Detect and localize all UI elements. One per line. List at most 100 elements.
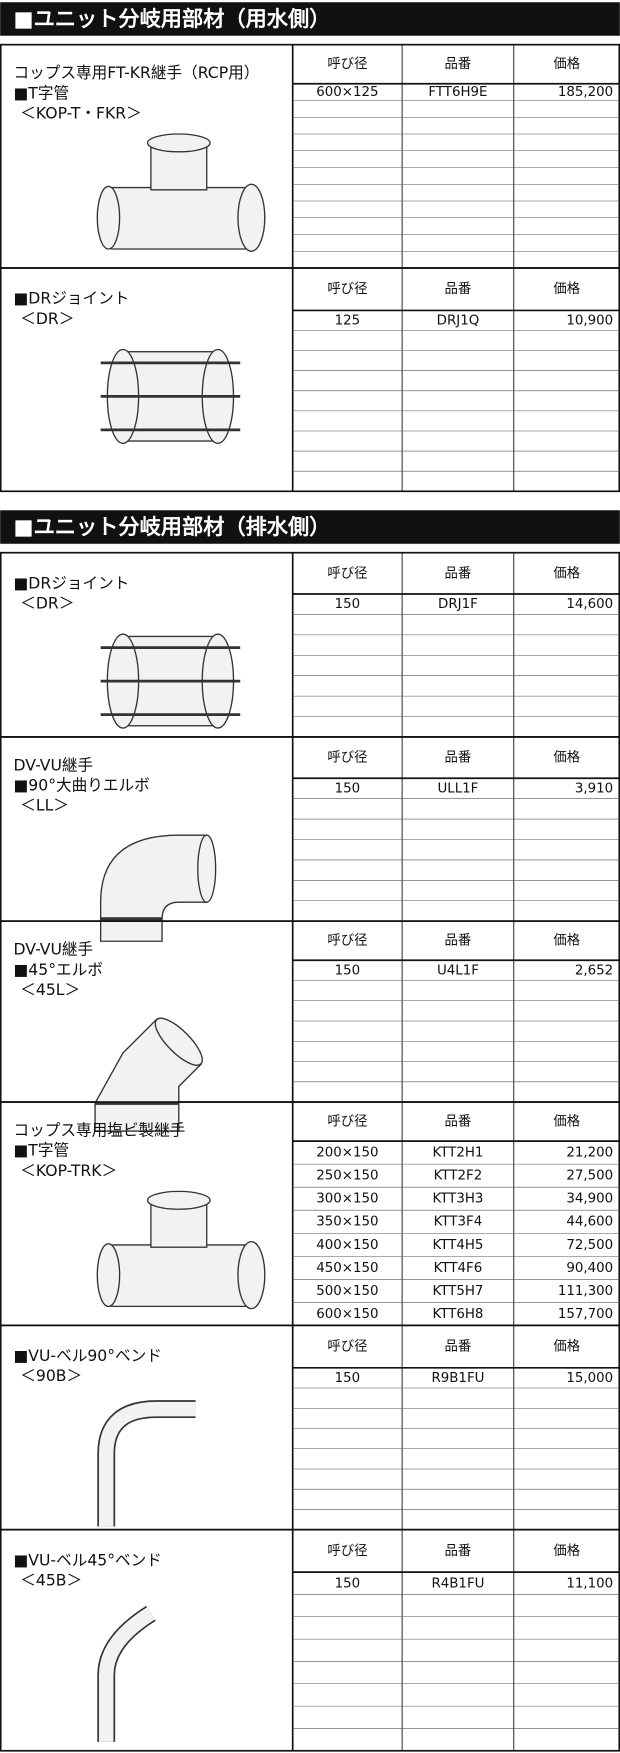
column-header: 呼び径 — [327, 933, 367, 949]
table-cell: 600×125 — [316, 85, 378, 100]
table-cell: 125 — [335, 313, 361, 328]
table-cell: R4B1FU — [431, 1576, 484, 1591]
illustration-shape — [105, 186, 253, 250]
item-label: ■T字管 — [14, 1141, 70, 1160]
table-cell: KTT3H3 — [432, 1192, 483, 1207]
table-cell: 600×150 — [316, 1307, 378, 1322]
table-cell: 150 — [335, 963, 361, 978]
table-cell: 90,400 — [566, 1261, 613, 1276]
table-cell: 44,600 — [566, 1215, 613, 1230]
item-box — [0, 736, 620, 922]
item-label: コップス専用FT-KR継手（RCP用） — [14, 63, 260, 82]
table-cell: KTT2F2 — [434, 1169, 483, 1184]
item-box — [0, 920, 620, 1103]
table-cell: 200×150 — [316, 1146, 378, 1161]
illustration-shape — [96, 185, 121, 250]
illustration-shape — [197, 834, 217, 903]
table-cell: 500×150 — [316, 1284, 378, 1299]
item-label: ＜DR＞ — [20, 594, 74, 613]
column-header: 価格 — [553, 1543, 580, 1559]
column-header: 呼び径 — [327, 1339, 367, 1355]
table-cell: FTT6H9E — [428, 85, 487, 100]
table-cell: KTT4F6 — [434, 1261, 483, 1276]
table-cell: 11,100 — [566, 1576, 613, 1591]
item-label: ＜45L＞ — [20, 980, 80, 999]
table-cell: KTT6H8 — [432, 1307, 483, 1322]
column-header: 価格 — [553, 281, 580, 297]
table-cell: 21,200 — [566, 1146, 613, 1161]
column-header: 価格 — [553, 1114, 580, 1130]
item-label: ＜LL＞ — [20, 796, 69, 815]
product-illustration — [99, 834, 217, 942]
table-cell: DRJ1Q — [437, 313, 480, 328]
column-header: 価格 — [553, 56, 580, 72]
section-title: ■ユニット分岐用部材（排水側） — [14, 514, 331, 540]
table-cell: 15,000 — [566, 1371, 613, 1386]
column-header: 価格 — [553, 1339, 580, 1355]
table-cell: 14,600 — [566, 597, 613, 612]
illustration-shape — [96, 1243, 121, 1308]
table-cell: 185,200 — [558, 85, 613, 100]
item-label: ■VU-ベル90°ベンド — [14, 1346, 162, 1365]
table-cell: 150 — [335, 1371, 361, 1386]
illustration-shape — [99, 834, 208, 942]
table-cell: R9B1FU — [431, 1371, 484, 1386]
column-header: 品番 — [445, 1339, 472, 1355]
product-illustration — [96, 1190, 266, 1310]
illustration-shape — [98, 1401, 196, 1527]
table-cell: 300×150 — [316, 1192, 378, 1207]
item-label: ■90°大曲りエルボ — [14, 776, 150, 795]
item-box — [0, 267, 620, 493]
table-cell: 34,900 — [566, 1192, 613, 1207]
table-cell: DRJ1F — [438, 597, 478, 612]
table-cell: KTT4H5 — [432, 1238, 483, 1253]
column-header: 品番 — [445, 56, 472, 72]
illustration-shape — [237, 1240, 266, 1310]
column-header: 価格 — [553, 750, 580, 766]
table-cell: 350×150 — [316, 1215, 378, 1230]
table-cell: KTT5H7 — [432, 1284, 483, 1299]
item-label: ＜KOP-TRK＞ — [20, 1161, 117, 1180]
table-cell: 250×150 — [316, 1169, 378, 1184]
table-cell: 150 — [335, 1576, 361, 1591]
illustration-shape — [154, 1017, 203, 1066]
item-label: コップス専用塩ビ製継手 — [14, 1121, 186, 1140]
column-header: 品番 — [445, 1114, 472, 1130]
table-cell: 27,500 — [566, 1169, 613, 1184]
product-illustration — [96, 133, 266, 252]
item-box — [0, 1528, 620, 1752]
column-header: 価格 — [553, 933, 580, 949]
table-cell: 157,700 — [558, 1307, 613, 1322]
product-illustration — [97, 1400, 196, 1527]
column-header: 呼び径 — [327, 1114, 367, 1130]
column-header: 呼び径 — [327, 281, 367, 297]
column-header: 呼び径 — [327, 750, 367, 766]
table-cell: 2,652 — [575, 963, 613, 978]
item-label: ■VU-ベル45°ベンド — [14, 1550, 162, 1569]
item-label: ＜KOP-T・FKR＞ — [20, 103, 141, 122]
item-label: ■DRジョイント — [14, 573, 130, 592]
table-cell: 3,910 — [575, 781, 613, 796]
item-label: ＜90B＞ — [20, 1366, 82, 1385]
item-label: ■45°エルボ — [14, 960, 103, 979]
table-cell: 450×150 — [316, 1261, 378, 1276]
table-cell: 10,900 — [566, 313, 613, 328]
table-cell: ULL1F — [437, 781, 478, 796]
column-header: 品番 — [445, 933, 472, 949]
column-header: 呼び径 — [327, 1543, 367, 1559]
column-header: 呼び径 — [327, 56, 367, 72]
product-illustration — [94, 1017, 203, 1132]
column-header: 呼び径 — [327, 565, 367, 581]
table-cell: KTT2H1 — [432, 1146, 483, 1161]
item-label: ＜45B＞ — [20, 1571, 82, 1590]
section-header-bar — [0, 2, 620, 36]
table-cell: 111,300 — [558, 1284, 613, 1299]
illustration-shape — [105, 1244, 253, 1308]
table-cell: 400×150 — [316, 1238, 378, 1253]
section-title: ■ユニット分岐用部材（用水側） — [14, 6, 331, 32]
table-cell: KTT3F4 — [434, 1215, 483, 1230]
product-illustration — [100, 633, 241, 729]
column-header: 品番 — [445, 1543, 472, 1559]
illustration-shape — [146, 1190, 211, 1210]
item-label: ■DRジョイント — [14, 289, 130, 308]
